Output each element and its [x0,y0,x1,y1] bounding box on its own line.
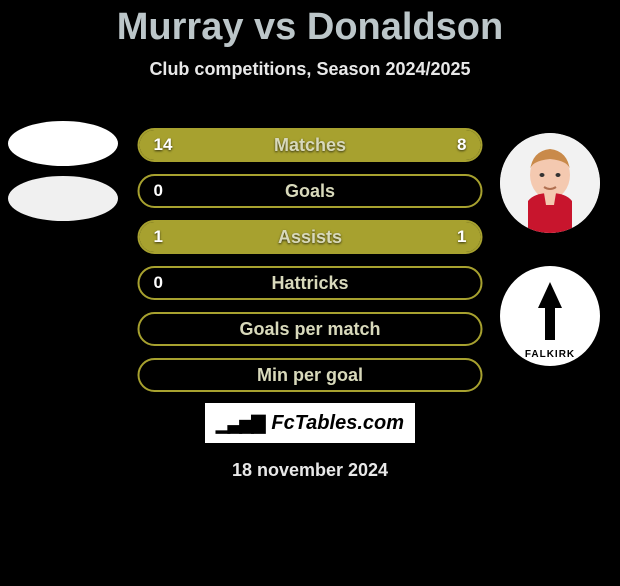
stat-row: Goals per match [138,312,483,346]
stat-label: Min per goal [257,365,363,386]
badge-text: FcTables.com [271,412,404,435]
stats-table: Matches148Goals0Assists11Hattricks0Goals… [138,128,483,392]
club-name: FALKIRK [500,349,600,360]
stat-label: Assists [278,227,342,248]
stat-left-value: 0 [154,181,163,201]
bars-icon: ▁▃▅▇ [216,413,263,434]
club-crest-icon [510,276,590,356]
stat-label: Goals per match [239,319,380,340]
stat-label: Goals [285,181,335,202]
stat-left-value: 14 [154,135,173,155]
date-label: 18 november 2024 [0,460,620,481]
stat-row: Hattricks 0 [138,266,483,300]
stat-row: Matches 14 8 [138,128,483,162]
player-face-icon [500,133,600,233]
stat-row: Min per goal [138,358,483,392]
stat-left-value: 0 [154,273,163,293]
left-player2-avatar [8,176,118,221]
left-player1-avatar [8,121,118,166]
page-subtitle: Club competitions, Season 2024/2025 [0,59,620,80]
right-player-avatar [500,133,600,233]
right-club-avatar: FALKIRK [500,266,600,366]
stat-right-value: 8 [457,135,466,155]
stat-row: Goals 0 [138,174,483,208]
page-title: Murray vs Donaldson [0,6,620,49]
stat-label: Hattricks [271,273,348,294]
stat-row: Assists 1 1 [138,220,483,254]
source-badge: ▁▃▅▇ FcTables.com [202,400,418,446]
stat-left-value: 1 [154,227,163,247]
stat-right-value: 1 [457,227,466,247]
stat-label: Matches [274,135,346,156]
